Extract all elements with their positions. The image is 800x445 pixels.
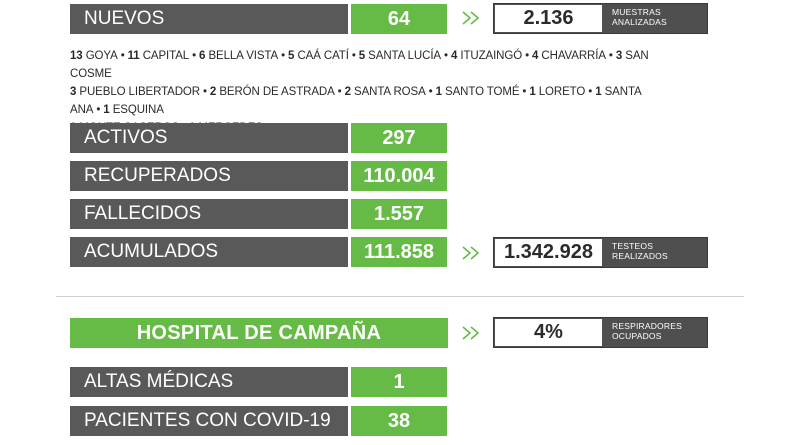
town-item: 11 CAPITAL [127,50,190,62]
town-name: SAN COSME [70,50,649,80]
town-count: 11 [127,50,140,62]
town-name: PUEBLO LIBERTADOR [79,86,200,98]
town-name: SANTO TOMÉ [445,86,520,98]
respiradores-caption: RESPIRADORES OCUPADOS [612,321,682,341]
town-item: 3 PUEBLO LIBERTADOR [70,86,200,98]
town-count: 2 [344,86,351,98]
altas-label: ALTAS MÉDICAS [70,367,348,397]
town-name: LORETO [538,86,586,98]
town-item: 1 ESQUINA [103,104,164,116]
bullet-separator: • [525,50,529,62]
respiradores-box: 4% RESPIRADORES OCUPADOS [493,317,708,348]
town-item: 5 SANTA LUCÍA [359,50,441,62]
bullet-separator: • [120,50,125,62]
town-item: 4 ITUZAINGÓ [451,50,522,62]
town-item: 1 SANTA ANA [70,86,641,116]
town-count: 1 [103,104,110,116]
town-count: 3 [615,50,623,62]
bullet-separator: • [444,50,448,62]
altas-value: 1 [351,367,447,397]
bullet-separator: • [522,86,527,98]
town-name: BELLA VISTA [208,50,279,62]
town-count: 1 [435,86,442,98]
hospital-title: HOSPITAL DE CAMPAÑA [70,318,448,348]
nuevos-value: 64 [351,4,447,34]
town-count: 3 [70,86,77,98]
town-count: 1 [595,86,602,98]
town-item: 1 LORETO [529,86,585,98]
town-item: 3 SAN COSME [70,50,649,80]
town-name: BERÓN DE ASTRADA [219,86,335,98]
town-item: 1 SANTO TOMÉ [436,86,520,98]
bullet-separator: • [281,50,286,62]
town-item: 5 CAÁ CATÍ [288,50,349,62]
section-divider [56,296,744,297]
town-name: SANTA ROSA [354,86,426,98]
double-chevron-right-icon [462,326,480,340]
nuevos-label: NUEVOS [70,4,348,34]
town-name: ITUZAINGÓ [460,50,523,62]
town-count: 5 [288,50,295,62]
town-item: 13 GOYA [70,50,118,62]
town-count: 13 [70,50,83,62]
testeos-value: 1.342.928 [495,239,602,266]
activos-value: 297 [351,123,447,153]
bullet-separator: • [192,50,197,62]
town-count: 1 [529,86,536,98]
respiradores-value: 4% [495,319,602,346]
town-count: 2 [209,86,217,98]
bullet-separator: • [351,50,356,62]
town-name: ESQUINA [112,104,164,116]
muestras-caption: MUESTRAS ANALIZADAS [612,7,667,27]
activos-label: ACTIVOS [70,123,348,153]
muestras-box: 2.136 MUESTRAS ANALIZADAS [493,3,708,34]
pacientes-value: 38 [351,406,447,436]
recuperados-label: RECUPERADOS [70,161,348,191]
town-count: 4 [450,50,458,62]
town-item: 2 SANTA ROSA [345,86,426,98]
town-item: 6 BELLA VISTA [199,50,278,62]
town-count: 6 [199,50,206,62]
pacientes-label: PACIENTES CON COVID-19 [70,406,348,436]
acumulados-value: 111.858 [351,237,447,267]
town-item: 2 BERÓN DE ASTRADA [210,86,335,98]
acumulados-label: ACUMULADOS [70,237,348,267]
bullet-separator: • [608,50,613,62]
bullet-separator: • [337,86,342,98]
town-count: 5 [358,50,366,62]
bullet-separator: • [96,104,101,116]
muestras-value: 2.136 [495,5,602,32]
bullet-separator: • [428,86,433,98]
fallecidos-label: FALLECIDOS [70,199,348,229]
town-name: GOYA [85,50,118,62]
town-name: CHAVARRÍA [541,50,606,62]
town-name: SANTA LUCÍA [368,50,441,62]
fallecidos-value: 1.557 [351,199,447,229]
town-name: CAPITAL [142,50,190,62]
testeos-box: 1.342.928 TESTEOS REALIZADOS [493,237,708,268]
town-name: CAÁ CATÍ [297,50,349,62]
town-item: 4 CHAVARRÍA [532,50,606,62]
recuperados-value: 110.004 [351,161,447,191]
double-chevron-right-icon [462,11,480,25]
bullet-separator: • [202,86,207,98]
double-chevron-right-icon [462,246,480,260]
town-name: SANTA ANA [70,86,641,116]
town-count: 4 [532,50,539,62]
testeos-caption: TESTEOS REALIZADOS [612,241,668,261]
bullet-separator: • [588,86,593,98]
